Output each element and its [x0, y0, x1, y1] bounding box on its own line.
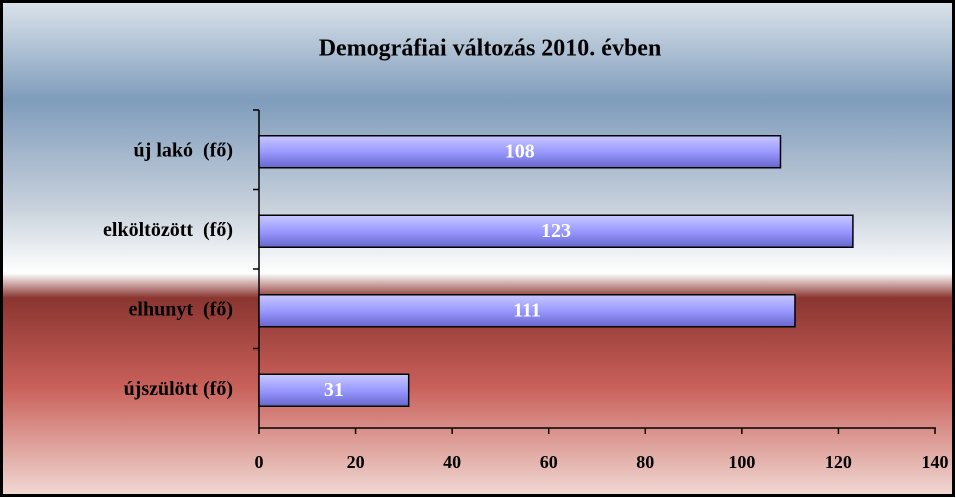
chart-title: Demográfiai változás 2010. évben [319, 36, 662, 62]
bar [258, 294, 796, 328]
x-tick-label: 100 [728, 452, 755, 472]
x-tick-label: 20 [347, 452, 365, 472]
data-label: 31 [324, 379, 344, 401]
x-tick-label: 140 [922, 452, 949, 472]
x-tick-label: 0 [255, 452, 264, 472]
y-tick-label: újszülött (fő) [124, 378, 233, 400]
bar [258, 135, 782, 169]
y-tick-label: elhunyt (fő) [129, 298, 233, 320]
data-label: 111 [513, 299, 541, 321]
bar [258, 373, 410, 407]
x-tick-label: 120 [825, 452, 852, 472]
data-label: 123 [541, 220, 571, 242]
x-tick-label: 60 [540, 452, 558, 472]
data-label: 108 [505, 140, 535, 162]
y-tick-label: új lakó (fő) [134, 139, 233, 161]
y-tick-label: elköltözött (fő) [103, 219, 233, 241]
bar [258, 214, 854, 248]
x-tick-label: 40 [443, 452, 461, 472]
x-tick-label: 80 [636, 452, 654, 472]
